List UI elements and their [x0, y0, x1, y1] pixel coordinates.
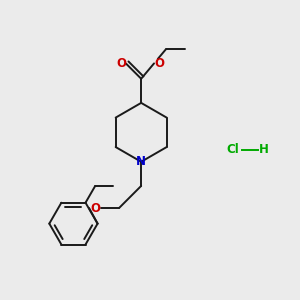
Text: O: O [154, 57, 164, 70]
Text: Cl: Cl [226, 143, 239, 157]
Text: O: O [90, 202, 100, 214]
Text: O: O [116, 57, 126, 70]
Text: N: N [136, 155, 146, 168]
Text: H: H [259, 143, 269, 157]
